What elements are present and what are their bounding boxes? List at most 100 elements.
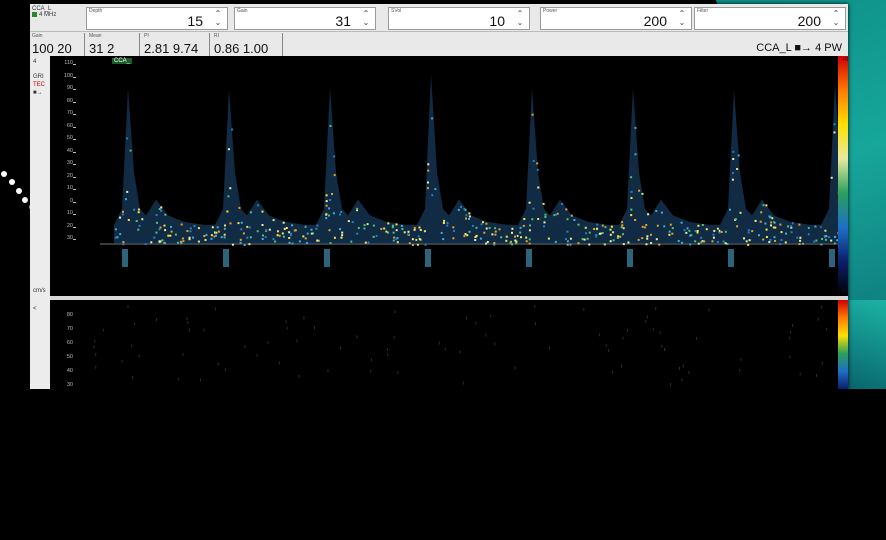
- spectral-speckle: [238, 222, 240, 224]
- spinner-icon[interactable]: ⌃⌄: [514, 9, 526, 28]
- probe-selector[interactable]: CCA_L 4 MHz: [32, 6, 82, 28]
- spectral-speckle: [465, 233, 467, 235]
- spinner-icon[interactable]: ⌃⌄: [830, 9, 842, 28]
- spectral-speckle: [468, 218, 470, 220]
- spectral-speckle: [747, 244, 749, 246]
- spectral-speckle: [602, 232, 604, 234]
- spectral-speckle: [689, 235, 691, 237]
- spectral-speckle: [630, 214, 632, 216]
- noise-speckle: [445, 348, 446, 351]
- spectral-speckle: [697, 225, 699, 227]
- collapse-icon[interactable]: <: [33, 306, 37, 312]
- control-value: 31: [335, 13, 351, 29]
- spectral-speckle: [770, 239, 772, 241]
- spinner-icon[interactable]: ⌃⌄: [360, 9, 372, 28]
- direction-icon[interactable]: ■→: [33, 90, 43, 96]
- noise-speckle: [296, 339, 297, 342]
- spectral-speckle: [330, 125, 332, 127]
- spectral-speckle: [460, 206, 462, 208]
- spectral-speckle: [434, 188, 436, 190]
- sample-volume-control[interactable]: SVol 10 ⌃⌄: [388, 7, 530, 30]
- spectral-speckle: [447, 222, 449, 224]
- beat-envelope-fill: [417, 74, 518, 244]
- spectral-speckle: [364, 224, 366, 226]
- spectral-speckle: [781, 239, 783, 241]
- spectral-speckle: [170, 226, 172, 228]
- color-bar-top-label: +0: [842, 57, 848, 63]
- spectral-speckle: [685, 232, 687, 234]
- spectral-speckle: [688, 230, 690, 232]
- depth-control[interactable]: Depth 15 ⌃⌄: [86, 7, 228, 30]
- spectral-speckle: [215, 232, 217, 234]
- spectral-speckle: [638, 239, 640, 241]
- spectral-speckle: [494, 227, 496, 229]
- power-control[interactable]: Power 200 ⌃⌄: [540, 7, 692, 30]
- spectral-speckle: [687, 227, 689, 229]
- spectral-speckle: [585, 232, 587, 234]
- spectral-speckle: [472, 225, 474, 227]
- spectral-speckle: [613, 239, 615, 241]
- tec-icon[interactable]: TEC: [33, 82, 45, 88]
- spinner-icon[interactable]: ⌃⌄: [212, 9, 224, 28]
- lower-color-scale-bar: [838, 300, 848, 389]
- spectral-speckle: [419, 238, 421, 240]
- spectral-speckle: [697, 230, 699, 232]
- spectral-speckle: [419, 227, 421, 229]
- spectral-speckle: [482, 221, 484, 223]
- spectral-speckle: [307, 233, 309, 235]
- spectral-speckle: [425, 244, 427, 246]
- spectral-speckle: [748, 232, 750, 234]
- spectral-speckle: [126, 137, 128, 139]
- spectral-speckle: [555, 214, 557, 216]
- noise-speckle: [183, 353, 184, 356]
- noise-speckle: [709, 309, 710, 312]
- spectral-speckle: [203, 235, 205, 237]
- spectral-speckle: [226, 211, 228, 213]
- spectral-speckle: [141, 218, 143, 220]
- spectral-speckle: [635, 127, 637, 129]
- noise-speckle: [139, 355, 140, 358]
- spectral-speckle: [326, 194, 328, 196]
- spectral-speckle: [352, 221, 354, 223]
- spectral-speckle: [617, 237, 619, 239]
- spectral-speckle: [644, 226, 646, 228]
- spectral-speckle: [808, 227, 810, 229]
- mode-label: CCA_L ■→ 4 PW: [756, 42, 842, 54]
- spectral-speckle: [393, 232, 395, 234]
- spectral-speckle: [392, 225, 394, 227]
- spectral-speckle: [192, 237, 194, 239]
- noise-speckle: [395, 310, 396, 313]
- gri-icon[interactable]: GRI: [33, 74, 44, 80]
- spectral-speckle: [446, 225, 448, 227]
- spectral-speckle: [655, 210, 657, 212]
- spectral-speckle: [537, 169, 539, 171]
- color-bar-bottom-label: 20: [842, 288, 848, 294]
- gain-control[interactable]: Gain 31 ⌃⌄: [234, 7, 376, 30]
- spectral-speckle: [125, 198, 127, 200]
- spectral-speckle: [409, 242, 411, 244]
- spectral-speckle: [481, 223, 483, 225]
- spectral-speckle: [395, 238, 397, 240]
- spectral-speckle: [169, 235, 171, 237]
- spectral-speckle: [241, 222, 243, 224]
- spectral-speckle: [230, 222, 232, 224]
- spinner-icon[interactable]: ⌃⌄: [676, 9, 688, 28]
- spectral-speckle: [397, 241, 399, 243]
- spectral-speckle: [205, 239, 207, 241]
- spectral-speckle: [396, 229, 398, 231]
- spectral-speckle: [825, 239, 827, 241]
- spectral-speckle: [291, 224, 293, 226]
- noise-speckle: [287, 327, 288, 330]
- spectral-speckle: [610, 240, 612, 242]
- spectral-speckle: [678, 240, 680, 242]
- beat-envelope-fill: [316, 88, 417, 244]
- noise-speckle: [460, 351, 461, 354]
- spectral-speckle: [799, 243, 801, 245]
- spectral-speckle: [469, 216, 471, 218]
- spectral-speckle: [700, 237, 702, 239]
- filter-control[interactable]: Filter 200 ⌃⌄: [694, 7, 846, 30]
- noise-speckle: [131, 344, 132, 347]
- spectral-speckle: [565, 208, 567, 210]
- noise-speckle: [298, 375, 299, 378]
